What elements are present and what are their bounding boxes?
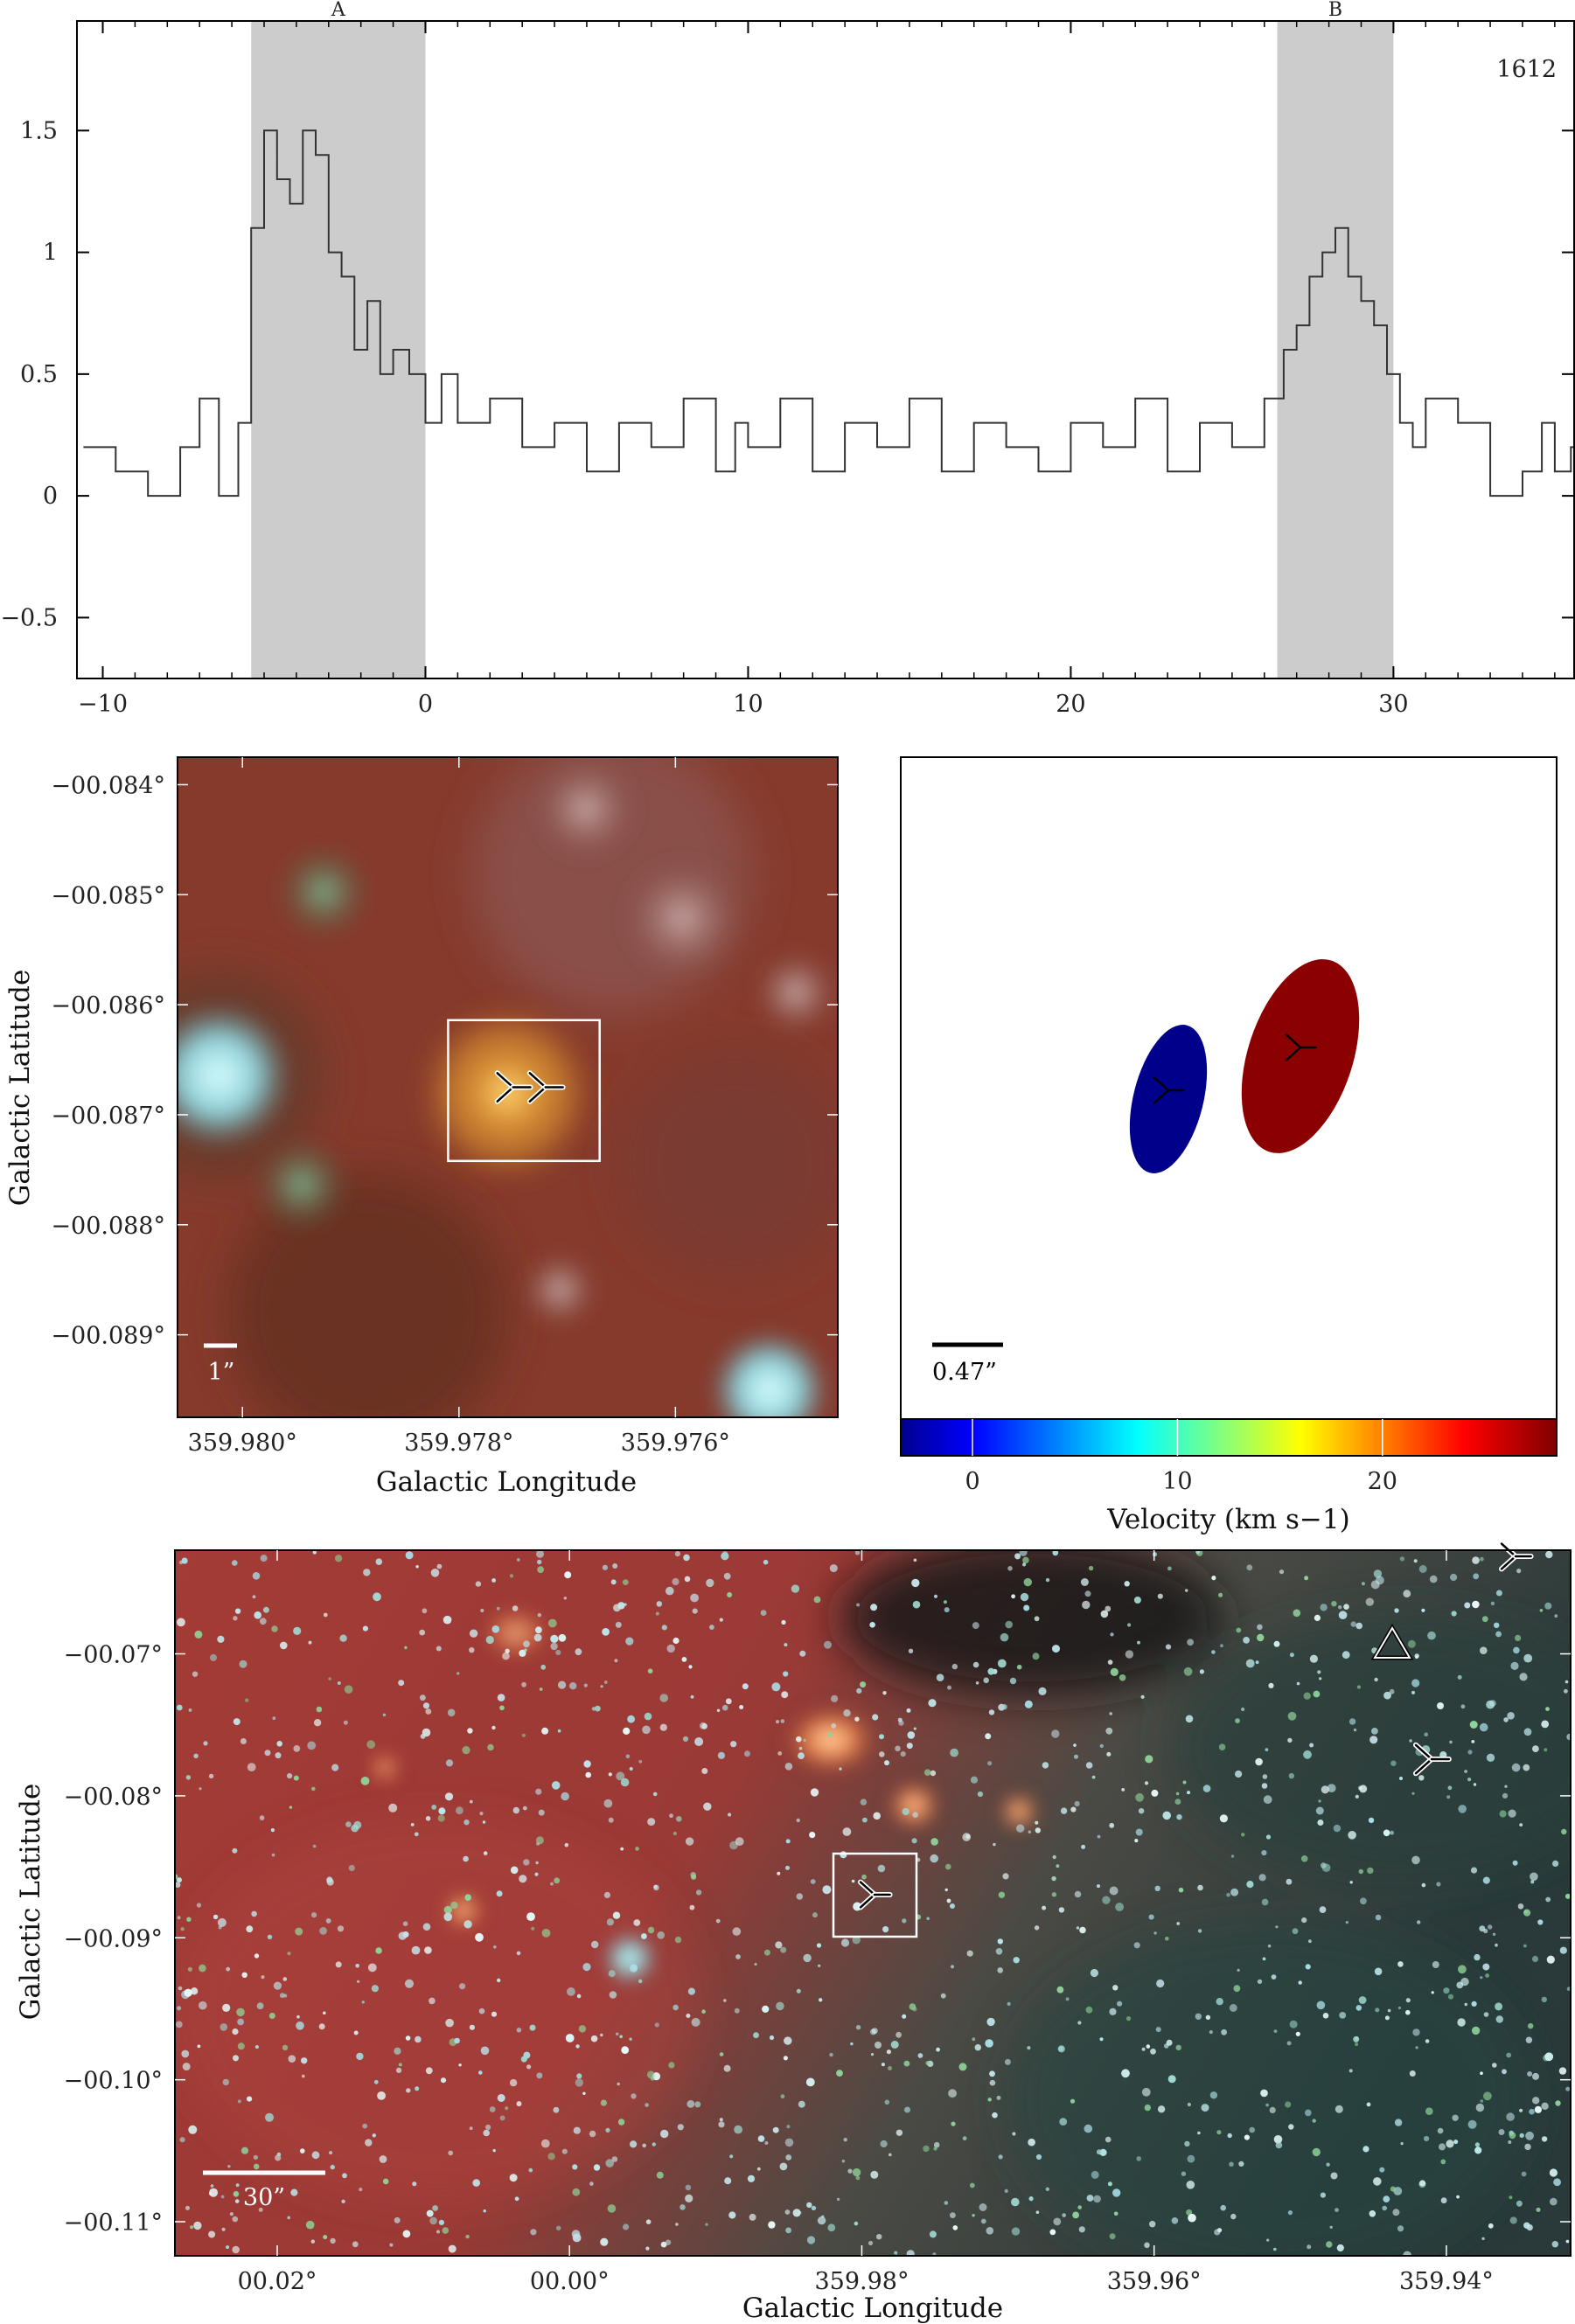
shaded-region-label-a: A [331,0,346,21]
spectrum-y-tick-label: 0.5 [20,361,58,388]
zoom-image-panel: 359.980° 359.978° 359.976° −00.084° −00.085… [4,756,839,1498]
zoom-y-axis-title: Galactic Latitude [4,970,36,1207]
spectrum-x-tick-label: 10 [733,691,763,718]
spectrum-series-line [83,129,1574,498]
zoom-y-tick-label: −00.087° [51,1103,165,1130]
zoom-x-axis-title: Galactic Longitude [376,1466,637,1498]
spectrum-x-tick-label: 30 [1378,691,1408,718]
zoom-y-tick-label: −00.088° [51,1213,165,1240]
wide-y-tick-label: −00.07° [64,1642,163,1669]
zoom-image-frame [177,756,839,1418]
wide-y-tick-label: −00.08° [64,1784,163,1811]
shaded-region-label-b: B [1328,0,1342,21]
spectrum-y-tick-label: 1 [43,240,58,267]
maser-position-icon [858,1879,893,1910]
zoom-y-tick-label: −00.089° [51,1323,165,1350]
wide-x-tick-label: 00.02° [238,2268,317,2295]
maser-position-icon [494,1070,533,1104]
wide-y-axis-title: Galactic Latitude [15,1784,46,2021]
zoom-selection-box [447,1019,601,1163]
wide-y-tick-label: −00.09° [64,1925,163,1952]
maser-spot-marker-icon [1285,1033,1317,1061]
spectrum-frame [76,20,1575,679]
spectrum-y-tick-label: 1.5 [20,117,58,144]
zoom-y-tick-label: −00.086° [51,992,165,1019]
maser-spots-frame [900,756,1558,1420]
maser-spots-panel: 0.47” 0 10 20 Velocity (km s−1) [900,756,1558,1535]
spectrum-panel: A B −10 0 10 20 30 −0.5 0 0.5 1 1.5 1612 [0,0,1575,718]
zoom-x-tick-label: 359.980° [188,1430,297,1457]
wide-image-panel: 00.02° 00.00° 359.98° 359.96° 359.94° −00.07… [15,1541,1572,2324]
wide-x-tick-label: 359.96° [1107,2268,1202,2295]
zoom-scale-bar-label: 1” [208,1359,235,1386]
maser-spot-marker-icon [1153,1076,1185,1104]
colorbar-tick-label: 20 [1368,1468,1397,1495]
zoom-y-tick-label: −00.085° [51,882,165,909]
maser-source-icon [1413,1742,1452,1777]
colorbar-title: Velocity (km s−1) [1106,1504,1349,1535]
colorbar-tick-label: 0 [965,1468,979,1495]
maser-spot [1241,959,1360,1153]
wide-selection-box [832,1852,918,1938]
maser-spot [1129,1025,1208,1173]
wide-scale-bar-label: 30” [243,2184,285,2211]
spectrum-x-tick-label: −10 [78,691,128,718]
spectrum-annotation: 1612 [1496,56,1557,83]
zoom-image [178,757,838,1417]
spectrum-y-tick-label: 0 [43,483,58,510]
velocity-colorbar [900,1418,1558,1457]
wide-x-tick-label: 00.00° [530,2268,610,2295]
spectrum-y-tick-label: −0.5 [0,604,58,631]
zoom-y-tick-label: −00.084° [51,772,165,799]
zoom-x-tick-label: 359.976° [621,1430,730,1457]
wide-y-tick-label: −00.10° [64,2068,163,2095]
spots-scale-bar-label: 0.47” [932,1359,997,1386]
wide-image [175,1550,1571,2256]
spectrum-x-tick-label: 0 [418,691,433,718]
colorbar-tick-label: 10 [1162,1468,1192,1495]
wide-y-tick-label: −00.11° [64,2209,163,2237]
spectrum-x-tick-label: 20 [1056,691,1085,718]
zoom-x-tick-label: 359.978° [404,1430,513,1457]
wide-image-frame [174,1549,1572,2257]
wide-x-tick-label: 359.94° [1399,2268,1494,2295]
wide-x-tick-label: 359.98° [814,2268,909,2295]
maser-position-icon [526,1070,566,1104]
wide-x-axis-title: Galactic Longitude [742,2293,1003,2324]
